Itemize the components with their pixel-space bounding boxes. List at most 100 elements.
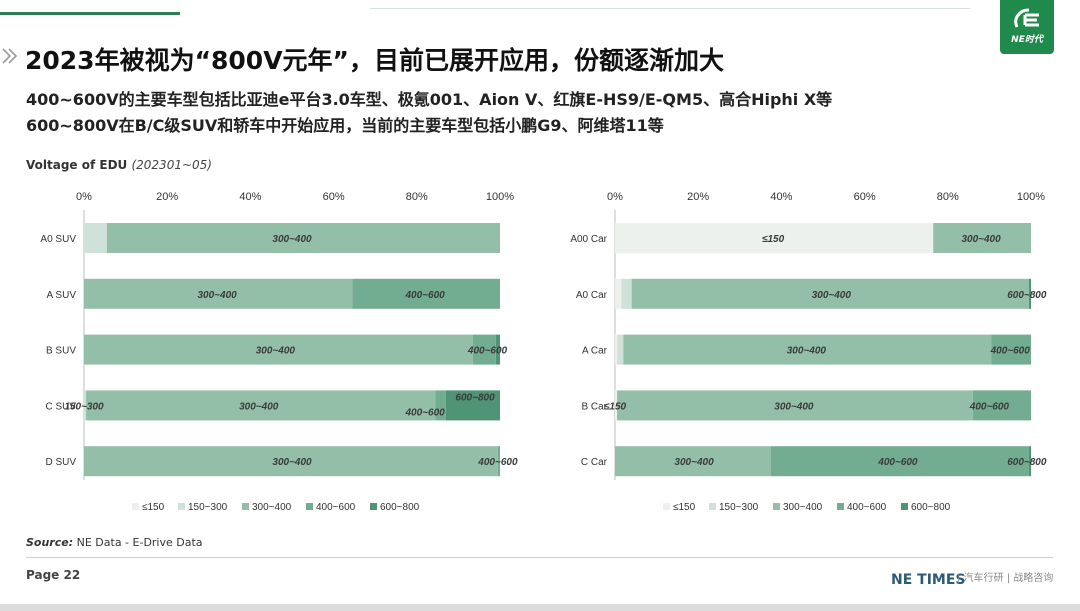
category-label: A0 Car — [576, 290, 608, 301]
bar-segment — [972, 390, 1031, 421]
bar-segment — [1028, 278, 1031, 309]
bar-segment — [84, 278, 353, 309]
bar-data-label: 300~400 — [812, 290, 852, 301]
legend-entry: 400~600 — [316, 502, 356, 513]
bar-data-label: ≤150 — [762, 234, 785, 245]
x-tick-label: 100% — [486, 191, 514, 203]
bar-segment — [352, 278, 500, 309]
bar-data-label: 300~400 — [674, 457, 714, 468]
bar-data-label: 300~400 — [272, 457, 312, 468]
bar-data-label: 600~800 — [1007, 290, 1047, 301]
x-tick-label: 20% — [687, 191, 709, 203]
charts-area: 0% 20% 40% 60% 80% 100% A0 SUV 300~400 A SUV 300~… — [40, 191, 1047, 513]
bar-segment — [991, 334, 1031, 365]
bar-segment — [106, 223, 500, 253]
bar-segment — [497, 446, 500, 477]
bar-data-label: 400~600 — [467, 346, 508, 357]
bar-data-label: 300~400 — [272, 234, 312, 245]
bottom-bar — [0, 604, 1080, 611]
category-label: A SUV — [47, 290, 77, 301]
legend-swatch — [709, 503, 716, 510]
source-text: NE Data - E-Drive Data — [73, 536, 203, 549]
chart-title: Voltage of EDU (202301~05) — [26, 158, 212, 172]
bar-segment — [86, 390, 436, 421]
footer-brand: NE TIMES — [891, 572, 966, 588]
bar-data-label: 600~800 — [1007, 457, 1047, 468]
chart-title-text: Voltage of EDU — [26, 158, 128, 172]
bar-segment — [617, 334, 624, 365]
category-label: B Car — [581, 401, 607, 412]
category-label: A00 Car — [570, 234, 607, 245]
legend-entry: ≤150 — [673, 502, 696, 513]
x-tick-label: 80% — [406, 191, 428, 203]
legend-swatch — [901, 503, 908, 510]
top-accent-line — [0, 0, 1000, 15]
legend-entry: 150~300 — [188, 502, 228, 513]
bar-segment — [84, 390, 87, 421]
bar-segment — [621, 278, 632, 309]
bar-segment — [623, 334, 992, 365]
bar-data-label: 150~300 — [64, 401, 104, 412]
x-tick-label: 60% — [854, 191, 876, 203]
legend-swatch — [242, 503, 249, 510]
bar-segment — [84, 334, 473, 365]
bar-segment — [84, 446, 498, 477]
subtitle-line-2: 600~800V在B/C级SUV和轿车中开始应用，当前的主要车型包括小鹏G9、阿… — [26, 116, 664, 135]
source-label: Source: — [26, 536, 74, 549]
bar-segment — [1028, 446, 1031, 477]
logo-text: NE时代 — [1011, 35, 1043, 45]
page-number: Page 22 — [26, 568, 81, 582]
legend-swatch — [773, 503, 780, 510]
bar-data-label: 400~600 — [990, 346, 1031, 357]
bar-segment — [615, 334, 618, 365]
bar-data-label: 600~800 — [455, 392, 495, 403]
category-label: B SUV — [46, 346, 76, 357]
bar-data-label: 400~600 — [405, 290, 446, 301]
x-tick-label: 40% — [770, 191, 792, 203]
legend-swatch — [370, 503, 377, 510]
bar-data-label: 300~400 — [256, 346, 296, 357]
subtitle-line-1: 400~600V的主要车型包括比亚迪e平台3.0车型、极氪001、Aion V、… — [26, 90, 833, 109]
x-tick-label: 80% — [937, 191, 959, 203]
legend-entry: 300~400 — [252, 502, 292, 513]
bar-data-label: 300~400 — [774, 401, 814, 412]
bar-data-label: 300~400 — [961, 234, 1001, 245]
title-chevron-icon — [2, 48, 18, 64]
x-tick-label: 0% — [76, 191, 92, 203]
bar-segment — [771, 446, 1029, 477]
bar-data-label: 400~600 — [405, 407, 446, 418]
chart-period: (202301~05) — [131, 158, 212, 172]
footer-tagline: | 汽车行研 | 战略咨询 — [957, 573, 1054, 584]
x-tick-label: 60% — [323, 191, 345, 203]
ne-times-logo: NE时代 — [1000, 0, 1054, 54]
legend-entry: 600~800 — [911, 502, 951, 513]
x-tick-label: 40% — [239, 191, 261, 203]
bar-segment — [435, 390, 446, 421]
bar-segment — [495, 334, 500, 365]
bar-data-label: ≤150 — [604, 401, 627, 412]
bar-data-label: 400~600 — [477, 457, 518, 468]
bar-segment — [631, 278, 1029, 309]
legend-entry: 400~600 — [847, 502, 887, 513]
bar-data-label: 300~400 — [239, 401, 279, 412]
x-tick-label: 100% — [1017, 191, 1045, 203]
bar-segment — [615, 278, 622, 309]
legend-swatch — [178, 503, 185, 510]
x-tick-label: 20% — [156, 191, 178, 203]
legend-entry: 150~300 — [719, 502, 759, 513]
footer-divider — [26, 557, 1053, 558]
bar-data-label: 400~600 — [877, 457, 918, 468]
legend-entry: 300~400 — [783, 502, 823, 513]
bar-data-label: 400~600 — [969, 401, 1010, 412]
legend-swatch — [132, 503, 139, 510]
bar-segment — [615, 390, 618, 421]
x-tick-label: 0% — [607, 191, 623, 203]
category-label: D SUV — [45, 457, 76, 468]
legend-swatch — [306, 503, 313, 510]
source-note: Source: NE Data - E-Drive Data — [26, 536, 203, 549]
legend-swatch — [663, 503, 670, 510]
bar-segment — [615, 223, 934, 253]
category-label: C Car — [581, 457, 608, 468]
category-label: A Car — [582, 346, 608, 357]
logo-mark-icon — [1014, 8, 1039, 28]
